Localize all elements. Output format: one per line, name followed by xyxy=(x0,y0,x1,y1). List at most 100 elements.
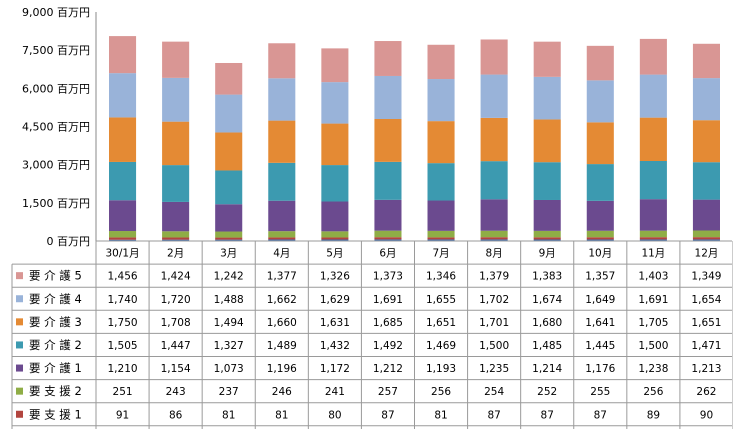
bar-segment xyxy=(215,62,243,95)
bar-segment xyxy=(480,161,508,200)
data-value: 1,471 xyxy=(691,340,721,352)
data-value: 1,500 xyxy=(638,340,668,352)
data-value: 1,424 xyxy=(161,271,191,283)
data-value: 1,505 xyxy=(108,340,138,352)
data-value: 1,235 xyxy=(479,363,509,375)
data-value: 81 xyxy=(222,409,235,421)
bar-segment xyxy=(162,239,190,241)
data-value: 1,212 xyxy=(373,363,403,375)
category-label: 30/1月 xyxy=(105,248,139,260)
data-value: 1,214 xyxy=(532,363,562,375)
data-value: 1,242 xyxy=(214,271,244,283)
bar-segment xyxy=(374,199,402,231)
data-value: 1,494 xyxy=(214,317,244,329)
y-tick-label: 0 百万円 xyxy=(47,235,91,248)
bar-segment xyxy=(374,239,402,241)
bar-segment xyxy=(215,132,243,171)
bar-segment xyxy=(692,162,720,200)
data-value: 1,213 xyxy=(691,363,721,375)
bar-segment xyxy=(321,239,349,241)
legend-key xyxy=(16,272,23,280)
data-value: 1,357 xyxy=(585,271,615,283)
data-value: 80 xyxy=(328,409,341,421)
bar-segment xyxy=(109,117,137,162)
series-label: 要 支 援 2 xyxy=(29,384,82,398)
data-value: 1,379 xyxy=(479,271,509,283)
bar-segment xyxy=(586,200,614,231)
bar-segment xyxy=(533,237,561,240)
bar-segment xyxy=(639,237,667,240)
legend-key xyxy=(16,295,23,303)
bar-segment xyxy=(321,82,349,124)
data-value: 1,705 xyxy=(638,317,668,329)
category-label: 7月 xyxy=(432,248,449,260)
category-label: 9月 xyxy=(539,248,556,260)
data-value: 1,685 xyxy=(373,317,403,329)
bar-segment xyxy=(374,237,402,240)
data-value: 1,403 xyxy=(638,271,668,283)
category-label: 6月 xyxy=(379,248,396,260)
bar-segment xyxy=(480,199,508,231)
bar-segment xyxy=(215,204,243,232)
legend-key xyxy=(16,341,23,349)
data-value: 1,373 xyxy=(373,271,403,283)
bar-segment xyxy=(639,74,667,118)
category-label: 2月 xyxy=(167,248,184,260)
data-value: 1,193 xyxy=(426,363,456,375)
bar-segment xyxy=(109,237,137,240)
bar-segment xyxy=(109,161,137,201)
data-value: 1,651 xyxy=(691,317,721,329)
data-value: 1,073 xyxy=(214,363,244,375)
bar-segment xyxy=(321,165,349,202)
series-label: 要 介 護 3 xyxy=(29,315,82,329)
bar-segment xyxy=(692,120,720,163)
bar-segment xyxy=(586,164,614,201)
data-value: 262 xyxy=(696,386,716,398)
category-label: 10月 xyxy=(588,248,612,260)
data-value: 1,691 xyxy=(638,294,668,306)
data-value: 1,655 xyxy=(426,294,456,306)
bar-segment xyxy=(586,122,614,165)
data-value: 1,447 xyxy=(161,340,191,352)
bar-segment xyxy=(639,117,667,162)
data-value: 246 xyxy=(272,386,292,398)
bar-segment xyxy=(427,163,455,201)
data-value: 90 xyxy=(700,409,713,421)
bar-segment xyxy=(109,73,137,118)
bar-segment xyxy=(586,239,614,241)
data-value: 1,702 xyxy=(479,294,509,306)
data-value: 1,349 xyxy=(691,271,721,283)
category-label: 5月 xyxy=(326,248,343,260)
bar-segment xyxy=(268,231,296,238)
data-value: 1,629 xyxy=(320,294,350,306)
bar-segment xyxy=(215,231,243,238)
bar-segment xyxy=(162,77,190,122)
bar-segment xyxy=(480,117,508,162)
bar-segment xyxy=(162,237,190,240)
bar-segment xyxy=(321,48,349,83)
y-tick-label: 4,500 百万円 xyxy=(22,121,90,134)
data-value: 87 xyxy=(594,409,607,421)
bar-segment xyxy=(215,239,243,241)
bar-segment xyxy=(639,161,667,200)
data-value: 1,492 xyxy=(373,340,403,352)
data-value: 89 xyxy=(647,409,660,421)
bar-segment xyxy=(321,237,349,240)
data-value: 87 xyxy=(541,409,554,421)
bar-segment xyxy=(639,199,667,231)
data-value: 1,488 xyxy=(214,294,244,306)
bar-segment xyxy=(480,39,508,75)
bar-segment xyxy=(533,76,561,120)
bar-segment xyxy=(427,239,455,241)
bar-segment xyxy=(268,200,296,232)
data-value: 91 xyxy=(116,409,129,421)
bar-segment xyxy=(162,201,190,232)
data-value: 241 xyxy=(325,386,345,398)
bar-segment xyxy=(427,79,455,122)
data-value: 243 xyxy=(166,386,186,398)
bar-segment xyxy=(268,239,296,241)
data-value: 81 xyxy=(275,409,288,421)
series-label: 要 介 護 1 xyxy=(29,361,82,375)
